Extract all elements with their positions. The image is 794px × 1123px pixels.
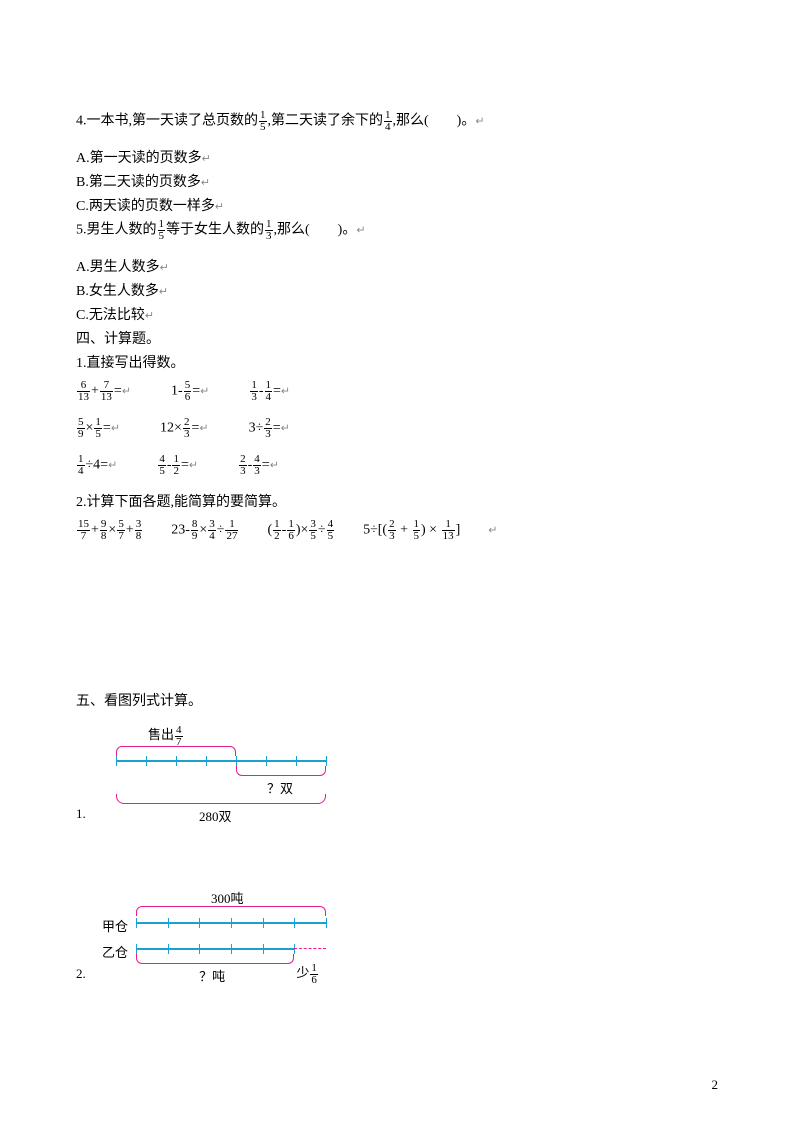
d1-sold-label: 售出47	[148, 724, 184, 748]
q4-optB: B.第二天读的页数多↵	[76, 171, 718, 191]
q4-optC: C.两天读的页数一样多↵	[76, 195, 718, 215]
page-number: 2	[712, 1077, 719, 1093]
calc-item: 613+713=↵	[76, 380, 131, 403]
calc-item: 1-56=↵	[171, 380, 209, 403]
d2-tick1	[168, 918, 169, 928]
d2-q-label: ？吨	[199, 966, 225, 985]
d2-yi-label: 乙仓	[102, 942, 128, 961]
calc-item: 59×15=↵	[76, 417, 120, 440]
q5-f1: 15	[158, 219, 166, 242]
section5-title: 五、看图列式计算。	[76, 690, 718, 710]
d2-less-label: 少16	[296, 962, 319, 986]
d1-tick	[206, 756, 207, 766]
calc-item: (12-16)×35÷45	[267, 519, 335, 542]
d2-tick2	[199, 944, 200, 954]
d2-q-brace	[136, 954, 294, 964]
calc-item: 14÷4=↵	[76, 454, 117, 477]
d1-tick	[236, 756, 237, 766]
d2-bar2	[136, 948, 294, 950]
q5-optA: A.男生人数多↵	[76, 256, 718, 276]
diagram-2: 300吨甲仓乙仓 ？吨 少16 2.	[76, 888, 718, 998]
d2-tick1	[263, 918, 264, 928]
d2-tick1	[231, 918, 232, 928]
d1-total-label: 280双	[199, 806, 232, 825]
q5-stem: 5.男生人数的15等于女生人数的13,那么( )。↵	[76, 219, 718, 242]
q4-f2: 14	[384, 110, 392, 133]
q4-stem: 4.一本书,第一天读了总页数的15,第二天读了余下的14,那么( )。↵	[76, 110, 718, 133]
q5-optB: B.女生人数多↵	[76, 280, 718, 300]
q4-prefix: 4.一本书,第一天读了总页数的	[76, 114, 258, 129]
q5-suffix: ,那么( )。	[274, 223, 357, 238]
calc-item: 5÷[(23 + 15) × 113]	[363, 519, 460, 542]
d1-top-brace	[116, 746, 236, 756]
calc-item: 45-12=↵	[157, 454, 198, 477]
q4-f1: 15	[259, 110, 267, 133]
d2-tick1	[136, 918, 137, 928]
d2-tick2	[136, 944, 137, 954]
d2-tick1	[199, 918, 200, 928]
s4-1-title: 1.直接写出得数。	[76, 352, 718, 372]
d2-tick1	[294, 918, 295, 928]
q5-f2: 13	[265, 219, 273, 242]
q4-mid: ,第二天读了余下的	[268, 114, 384, 129]
d1-total-brace	[116, 794, 326, 804]
s4-2-title: 2.计算下面各题,能简算的要简算。	[76, 491, 718, 511]
d2-tick2	[231, 944, 232, 954]
d2-jia-label: 甲仓	[102, 916, 128, 935]
d1-tick	[116, 756, 117, 766]
d2-tick2	[263, 944, 264, 954]
d1-bar	[116, 760, 326, 762]
d1-tick	[296, 756, 297, 766]
q5-optC: C.无法比较↵	[76, 304, 718, 324]
d2-top-label: 300吨	[211, 888, 244, 907]
q4-suffix: ,那么( )。	[393, 114, 476, 129]
diagram-1: 售出47？双280双1.	[76, 728, 718, 828]
d2-dash	[294, 948, 326, 949]
calc-item: 23-43=↵	[238, 454, 279, 477]
calc2-block: 157+98×57+38 23-89×34÷127 (12-16)×35÷45 5÷[…	[76, 519, 718, 542]
calc1-block: 613+713=↵ 1-56=↵ 13-14=↵ 59×15=↵ 12×23=↵ 3÷23…	[76, 380, 718, 477]
calc-item: 23-89×34÷127	[171, 519, 239, 542]
d2-tick2	[168, 944, 169, 954]
d1-num: 1.	[76, 806, 86, 822]
calc-item: 3÷23=↵	[249, 417, 290, 440]
d2-top-brace	[136, 906, 326, 916]
d1-q-brace	[236, 766, 326, 776]
section4-title: 四、计算题。	[76, 328, 718, 348]
d1-tick	[326, 756, 327, 766]
d2-num: 2.	[76, 966, 86, 982]
q5-mid: 等于女生人数的	[166, 223, 264, 238]
calc-item: 157+98×57+38	[76, 519, 143, 542]
calc-item: 13-14=↵	[249, 380, 290, 403]
d1-tick	[146, 756, 147, 766]
d1-tick	[266, 756, 267, 766]
d2-tick1	[326, 918, 327, 928]
q5-prefix: 5.男生人数的	[76, 223, 157, 238]
q4-optA: A.第一天读的页数多↵	[76, 147, 718, 167]
d1-tick	[176, 756, 177, 766]
calc-item: 12×23=↵	[160, 417, 209, 440]
d2-tick2	[294, 944, 295, 954]
